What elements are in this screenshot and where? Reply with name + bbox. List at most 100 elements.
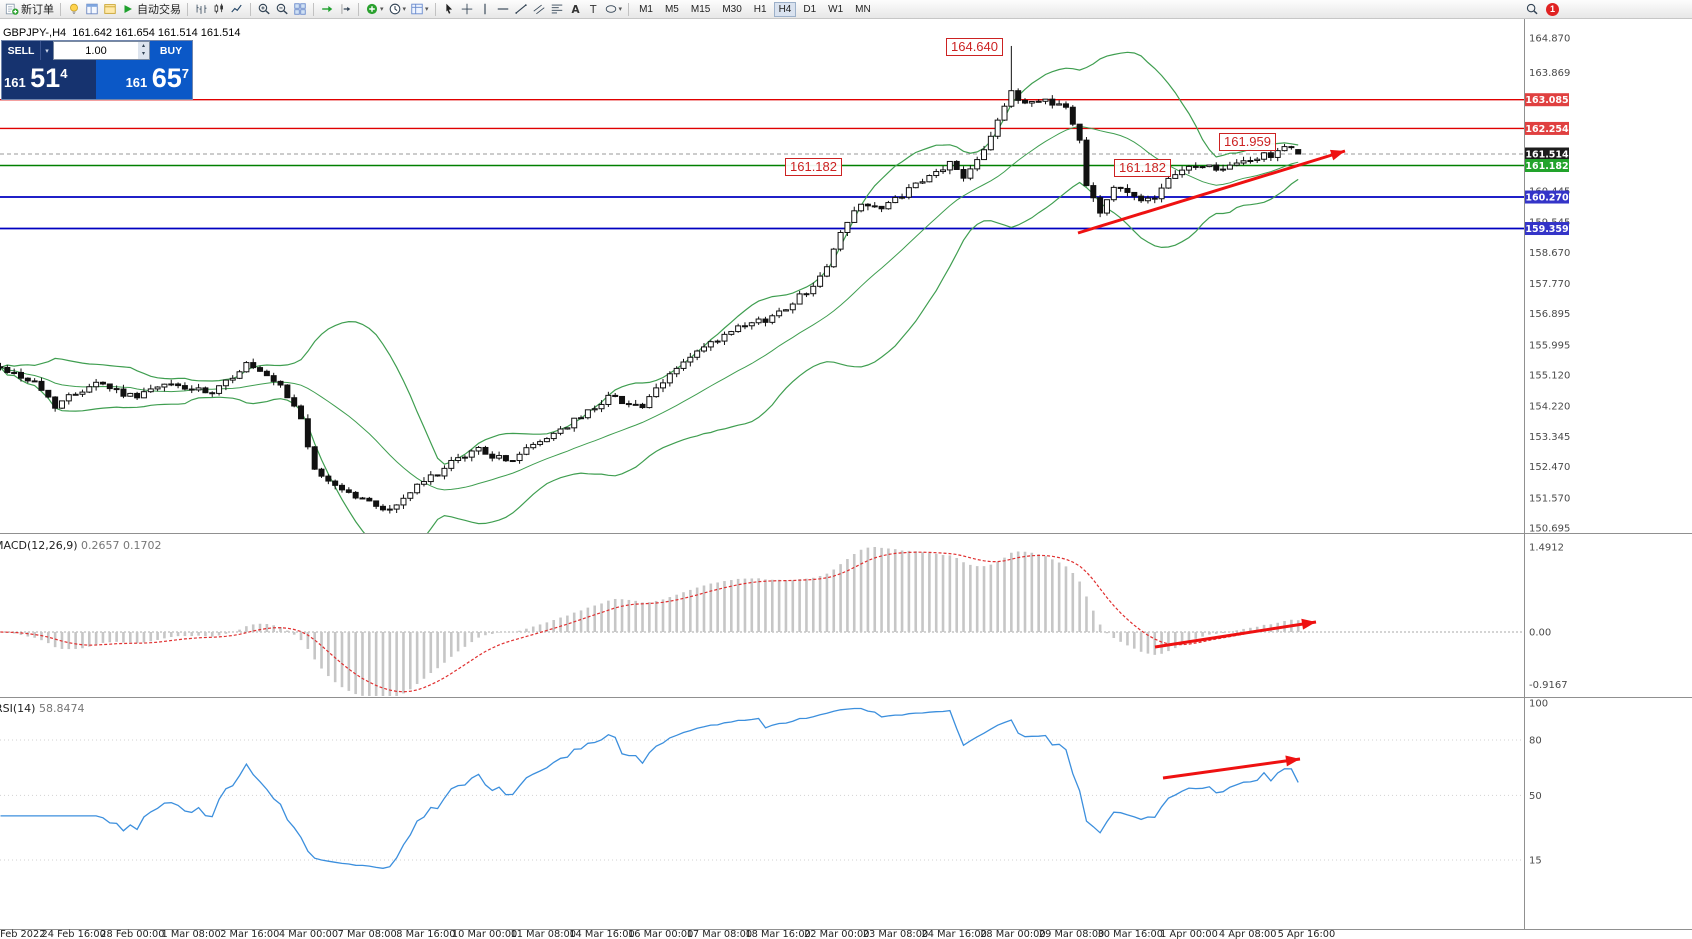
price-callout[interactable]: 164.640 bbox=[946, 38, 1003, 56]
svg-text:50: 50 bbox=[1529, 791, 1542, 802]
trend-arrow[interactable] bbox=[1154, 620, 1317, 649]
main-chart-layer[interactable] bbox=[0, 45, 1524, 556]
svg-text:16 Mar 00:00: 16 Mar 00:00 bbox=[628, 929, 693, 939]
one-click-trading-panel: SELL ▾ ▴▾ BUY 161 514 161 657 bbox=[2, 41, 192, 99]
text-button[interactable]: A bbox=[566, 1, 584, 18]
navigator-button[interactable] bbox=[101, 1, 119, 18]
volume-spinner[interactable]: ▴ ▾ bbox=[138, 42, 149, 59]
spinner-down-icon[interactable]: ▾ bbox=[141, 51, 145, 57]
auto-trading-button[interactable]: 自动交易 bbox=[119, 1, 183, 18]
tile-windows-button[interactable] bbox=[291, 1, 309, 18]
fibo-icon bbox=[551, 4, 562, 14]
templates-button[interactable]: ▾ bbox=[408, 1, 431, 18]
sell-button[interactable]: SELL bbox=[2, 41, 40, 60]
chevron-down-icon: ▾ bbox=[618, 6, 623, 13]
trend-arrow[interactable] bbox=[1162, 757, 1301, 780]
svg-text:7 Mar 08:00: 7 Mar 08:00 bbox=[338, 929, 397, 939]
toolbar-separator bbox=[313, 2, 314, 16]
text-label-button[interactable]: T bbox=[584, 1, 602, 18]
rsi-label: RSI(14) 58.8474 bbox=[0, 702, 84, 715]
price-callout[interactable]: 161.959 bbox=[1219, 133, 1276, 151]
zoom-in-icon bbox=[258, 3, 270, 15]
timeframe-h1-button[interactable]: H1 bbox=[753, 3, 767, 15]
svg-text:11 Mar 08:00: 11 Mar 08:00 bbox=[511, 929, 576, 939]
chart-shift-icon bbox=[341, 4, 351, 14]
line-chart-mode-button[interactable] bbox=[228, 1, 246, 18]
macd-panel-layer[interactable] bbox=[0, 547, 1524, 699]
vertical-line-button[interactable] bbox=[476, 1, 494, 18]
volume-control: ▴▾ bbox=[53, 41, 150, 60]
periods-icon bbox=[389, 3, 400, 15]
svg-text:4 Mar 00:00: 4 Mar 00:00 bbox=[279, 929, 338, 939]
timeframe-m5-button[interactable]: M5 bbox=[664, 3, 679, 15]
price-line-badge bbox=[1525, 190, 1569, 204]
timeframe-d1-button[interactable]: D1 bbox=[803, 3, 817, 15]
timeframe-m30-button[interactable]: M30 bbox=[722, 3, 742, 15]
autotrade-icon bbox=[124, 5, 132, 13]
chevron-down-icon: ▾ bbox=[402, 6, 407, 13]
svg-text:158.670: 158.670 bbox=[1529, 248, 1570, 259]
equidistant-channel-button[interactable] bbox=[530, 1, 548, 18]
svg-text:161.182: 161.182 bbox=[1525, 161, 1568, 172]
market-watch-button[interactable] bbox=[83, 1, 101, 18]
volume-input[interactable] bbox=[54, 42, 138, 59]
chart-shift-button[interactable] bbox=[336, 1, 354, 18]
price-axis-layer[interactable]: 164.870163.869160.445159.545158.670157.7… bbox=[1525, 34, 1570, 867]
indicators-button[interactable]: ▾ bbox=[363, 1, 386, 18]
shapes-button[interactable]: ▾ bbox=[602, 1, 625, 18]
metaeditor-button[interactable] bbox=[65, 1, 83, 18]
svg-text:T: T bbox=[588, 4, 596, 16]
fibonacci-button[interactable] bbox=[548, 1, 566, 18]
chart-candles-icon bbox=[214, 3, 223, 14]
timeframe-h4-button[interactable]: H4 bbox=[773, 1, 797, 17]
svg-text:17 Mar 08:00: 17 Mar 08:00 bbox=[687, 929, 752, 939]
chart-ohlc-header: GBPJPY-,H4 161.642 161.654 161.514 161.5… bbox=[3, 27, 241, 39]
indicators-icon bbox=[366, 3, 378, 15]
auto-scroll-button[interactable] bbox=[318, 1, 336, 18]
search-icon bbox=[1526, 3, 1538, 15]
order-controls-row: SELL ▾ ▴▾ BUY bbox=[2, 41, 192, 60]
order-options-caret[interactable]: ▾ bbox=[40, 41, 53, 60]
timeframe-w1-button[interactable]: W1 bbox=[828, 3, 844, 15]
buy-button[interactable]: BUY bbox=[150, 41, 192, 60]
timeframe-mn-button[interactable]: MN bbox=[855, 3, 871, 15]
zoom-in-button[interactable] bbox=[255, 1, 273, 18]
toolbar-right-group: 1 bbox=[1523, 1, 1689, 18]
templates-icon bbox=[411, 3, 423, 15]
svg-text:155.120: 155.120 bbox=[1529, 371, 1570, 382]
periods-button[interactable]: ▾ bbox=[386, 1, 409, 18]
crosshair-icon bbox=[461, 3, 472, 15]
svg-text:29 Mar 08:00: 29 Mar 08:00 bbox=[1039, 929, 1104, 939]
timeframe-m1-button[interactable]: M1 bbox=[639, 3, 653, 15]
rsi-panel-layer[interactable] bbox=[0, 707, 1524, 869]
label-icon: T bbox=[588, 4, 596, 16]
zoom-out-button[interactable] bbox=[273, 1, 291, 18]
trend-arrow[interactable] bbox=[1077, 149, 1346, 235]
candlestick-mode-button[interactable] bbox=[210, 1, 228, 18]
buy-price-prefix: 161 bbox=[125, 75, 148, 90]
files-icon bbox=[104, 4, 116, 14]
spinner-up-icon[interactable]: ▴ bbox=[141, 43, 145, 49]
new-order-button[interactable]: 新订单 bbox=[3, 1, 56, 18]
price-callout[interactable]: 161.182 bbox=[1114, 159, 1171, 177]
text-icon: A bbox=[571, 4, 580, 16]
crosshair-button[interactable] bbox=[458, 1, 476, 18]
toolbar-separator bbox=[628, 2, 630, 16]
horizontal-line-button[interactable] bbox=[494, 1, 512, 18]
svg-text:159.359: 159.359 bbox=[1525, 224, 1568, 235]
search-button[interactable] bbox=[1523, 1, 1541, 18]
cursor-button[interactable] bbox=[440, 1, 458, 18]
svg-text:10 Mar 00:00: 10 Mar 00:00 bbox=[452, 929, 517, 939]
price-callout[interactable]: 161.182 bbox=[785, 158, 842, 176]
svg-text:23 Feb 2022: 23 Feb 2022 bbox=[0, 929, 45, 939]
svg-text:100: 100 bbox=[1529, 699, 1548, 710]
notification-badge[interactable]: 1 bbox=[1546, 2, 1559, 16]
sell-price-display[interactable]: 161 514 bbox=[2, 60, 96, 99]
svg-text:8 Mar 16:00: 8 Mar 16:00 bbox=[396, 929, 455, 939]
bar-chart-mode-button[interactable] bbox=[192, 1, 210, 18]
timeframe-m15-button[interactable]: M15 bbox=[690, 3, 711, 15]
buy-price-display[interactable]: 161 657 bbox=[96, 60, 192, 99]
svg-text:151.570: 151.570 bbox=[1529, 493, 1570, 504]
trendline-button[interactable] bbox=[512, 1, 530, 18]
